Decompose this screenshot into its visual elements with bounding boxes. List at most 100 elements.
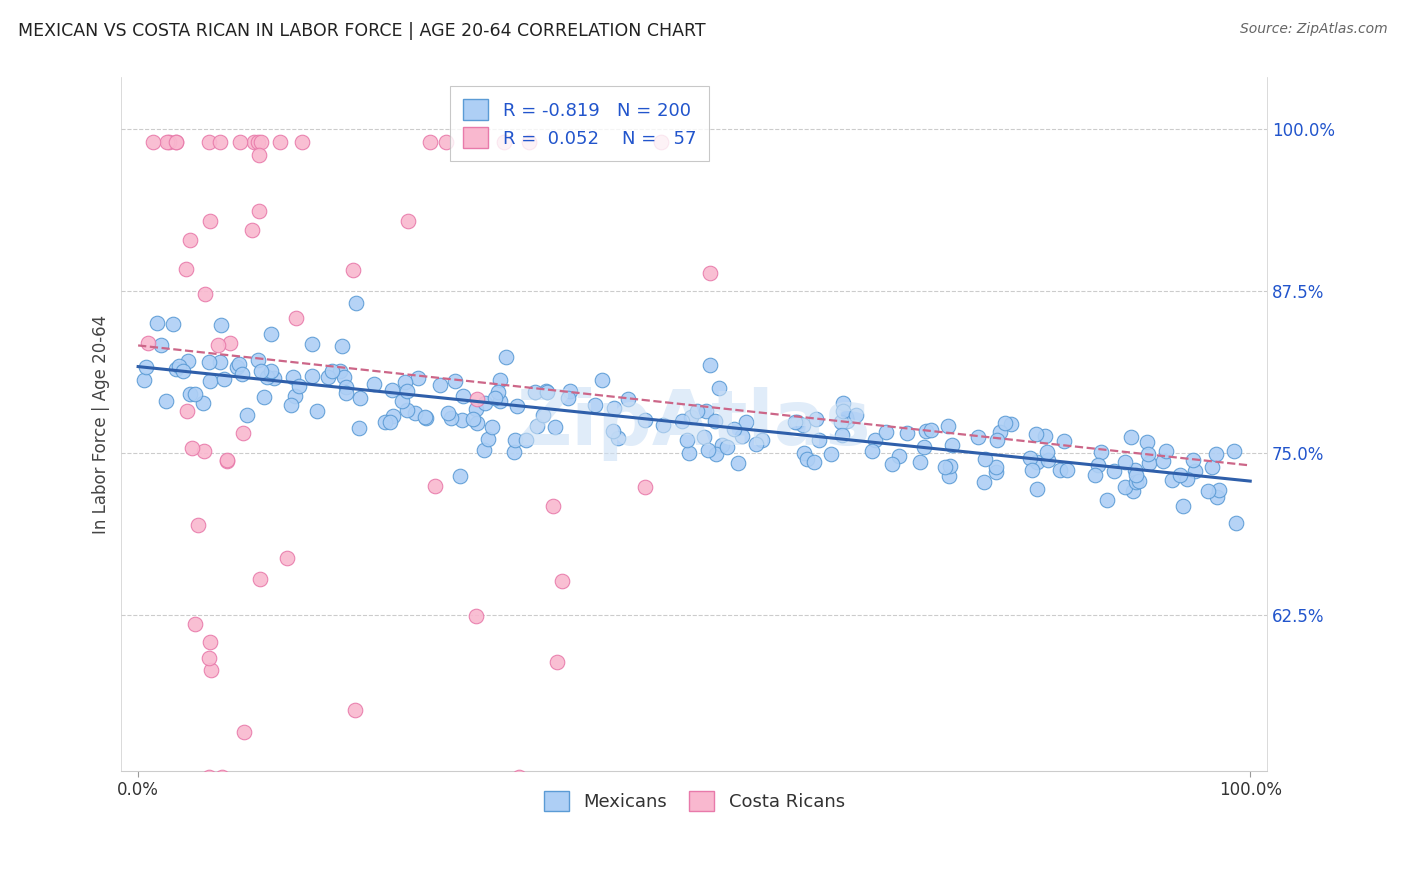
Point <box>316 370 339 384</box>
Point <box>198 355 221 369</box>
Point <box>396 214 419 228</box>
Point <box>543 419 565 434</box>
Point <box>986 434 1008 448</box>
Point <box>200 375 222 389</box>
Point <box>988 425 1011 440</box>
Point <box>887 450 910 464</box>
Point <box>419 135 441 149</box>
Point <box>363 376 385 391</box>
Point <box>219 335 242 350</box>
Point <box>1119 430 1142 444</box>
Point <box>1025 426 1047 441</box>
Point <box>1053 434 1076 448</box>
Point <box>973 475 995 490</box>
Point <box>179 386 201 401</box>
Point <box>536 384 558 399</box>
Point <box>176 404 198 418</box>
Point <box>1205 490 1227 504</box>
Point <box>209 318 232 332</box>
Point <box>172 364 194 378</box>
Text: Source: ZipAtlas.com: Source: ZipAtlas.com <box>1240 22 1388 37</box>
Point <box>835 410 858 425</box>
Point <box>343 703 366 717</box>
Point <box>546 655 568 669</box>
Point <box>461 411 484 425</box>
Point <box>207 338 229 352</box>
Text: ZipAtlas: ZipAtlas <box>517 387 872 461</box>
Point <box>229 135 252 149</box>
Point <box>225 360 247 375</box>
Point <box>706 447 728 461</box>
Point <box>831 396 853 410</box>
Point <box>1114 455 1136 469</box>
Point <box>263 371 285 385</box>
Point <box>506 399 529 413</box>
Point <box>284 311 307 326</box>
Point <box>692 430 714 444</box>
Point <box>515 434 537 448</box>
Point <box>1125 475 1147 489</box>
Point <box>434 135 457 149</box>
Point <box>465 392 488 406</box>
Point <box>449 468 471 483</box>
Point <box>394 375 416 389</box>
Point <box>374 415 396 429</box>
Point <box>184 386 207 401</box>
Point <box>165 135 187 149</box>
Legend: Mexicans, Costa Ricans: Mexicans, Costa Ricans <box>531 778 858 824</box>
Point <box>191 395 214 409</box>
Point <box>699 266 721 280</box>
Point <box>465 416 488 430</box>
Point <box>179 233 201 247</box>
Point <box>162 317 184 331</box>
Point <box>863 433 886 447</box>
Point <box>650 135 672 149</box>
Point <box>200 663 222 677</box>
Point <box>247 148 270 162</box>
Point <box>634 480 657 494</box>
Point <box>406 371 429 385</box>
Point <box>396 402 419 417</box>
Point <box>1033 429 1056 443</box>
Point <box>253 390 276 404</box>
Point <box>198 213 221 227</box>
Point <box>329 364 352 378</box>
Point <box>1197 483 1219 498</box>
Point <box>209 135 232 149</box>
Y-axis label: In Labor Force | Age 20-64: In Labor Force | Age 20-64 <box>93 315 110 533</box>
Point <box>652 417 675 432</box>
Point <box>288 379 311 393</box>
Point <box>451 389 474 403</box>
Point <box>837 414 859 428</box>
Point <box>676 433 699 447</box>
Point <box>1056 463 1078 477</box>
Point <box>1021 462 1043 476</box>
Point <box>378 415 401 429</box>
Point <box>845 409 868 423</box>
Point <box>678 446 700 460</box>
Point <box>1026 455 1049 469</box>
Point <box>974 452 997 467</box>
Point <box>156 135 179 149</box>
Point <box>1114 480 1136 494</box>
Point <box>523 384 546 399</box>
Point <box>492 135 515 149</box>
Point <box>534 384 557 399</box>
Point <box>136 336 159 351</box>
Point <box>1019 450 1042 465</box>
Point <box>276 551 298 566</box>
Point <box>967 429 990 443</box>
Point <box>247 135 270 149</box>
Point <box>301 337 323 351</box>
Point <box>193 444 215 458</box>
Point <box>796 452 818 467</box>
Point <box>557 391 579 405</box>
Point <box>215 453 238 467</box>
Point <box>1168 467 1191 482</box>
Point <box>472 443 495 458</box>
Point <box>495 351 517 365</box>
Point <box>735 416 758 430</box>
Point <box>1125 468 1147 483</box>
Point <box>744 437 766 451</box>
Point <box>1097 492 1119 507</box>
